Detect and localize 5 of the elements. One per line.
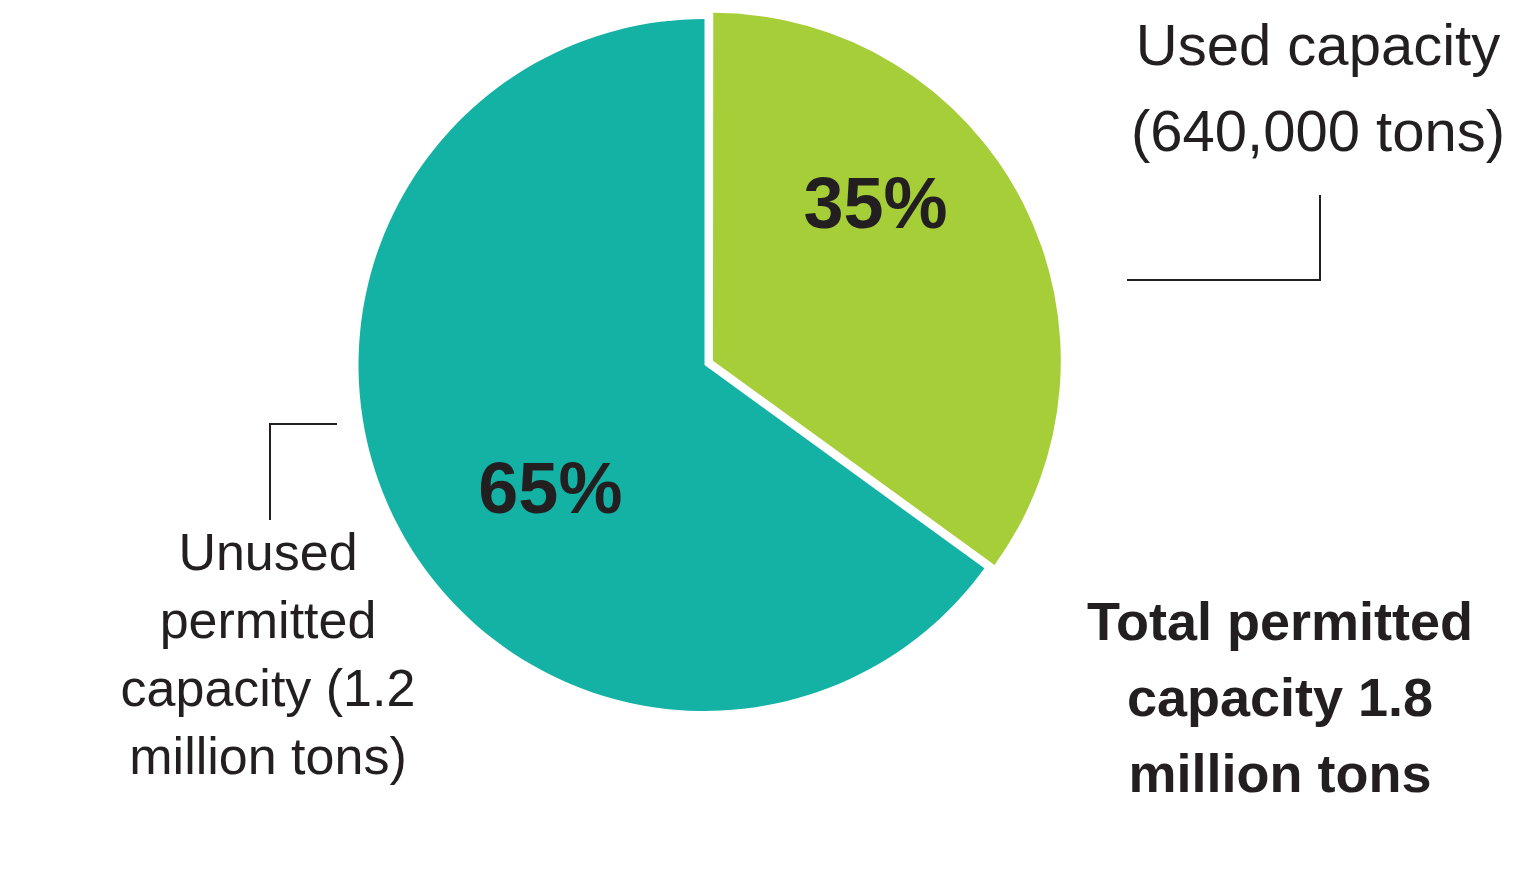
data-label: 35% [803,162,948,243]
slice-label: Used capacity (640,000 tons) [1130,12,1506,163]
data-label: 65% [478,448,623,529]
text: Total permitted capacity 1.8 million tons [1086,591,1474,803]
slice-label: Unused permitted capacity (1.2 million tons) [120,523,416,785]
